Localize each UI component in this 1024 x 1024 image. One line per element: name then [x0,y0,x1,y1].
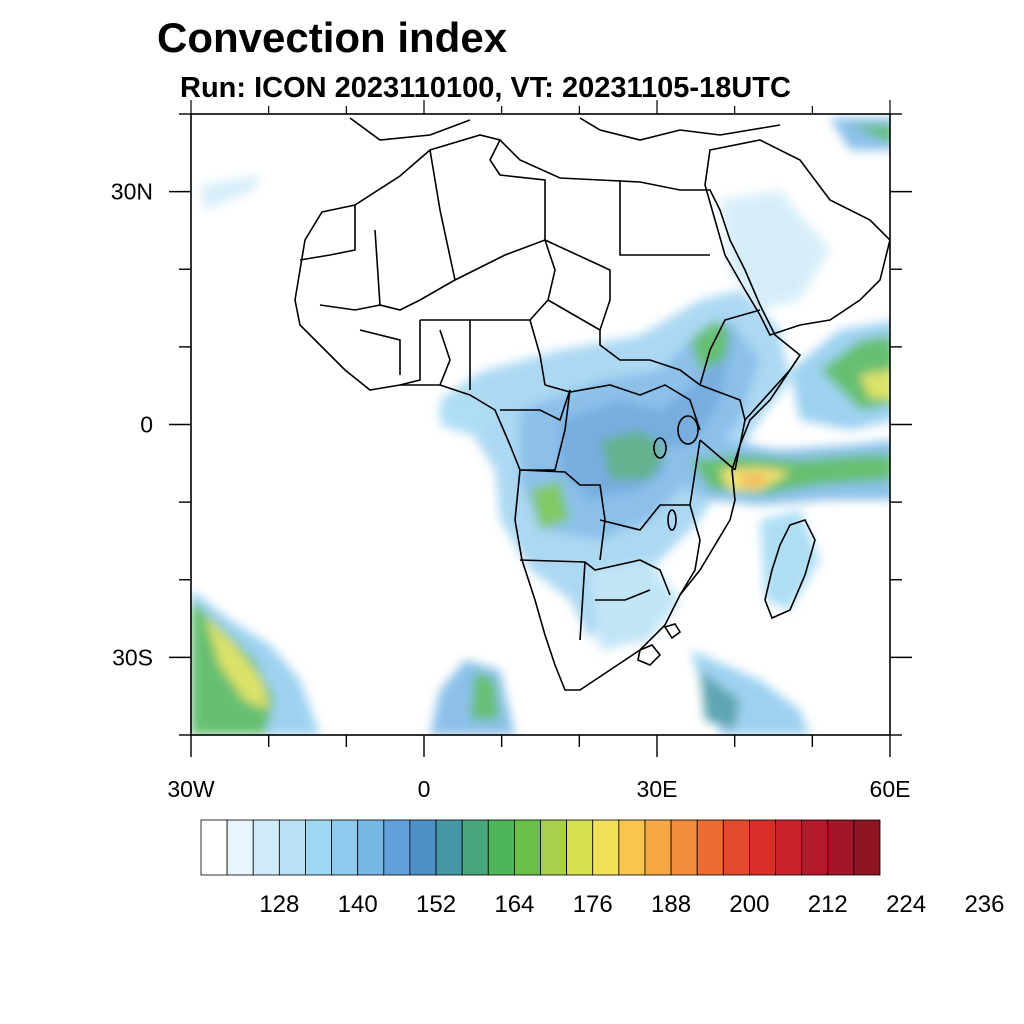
country-borders [294,117,890,691]
y-tick-label: 30S [112,644,153,670]
colorbar-label: 212 [808,891,848,918]
colorbar-label: 164 [494,891,534,918]
colorbar-label: 236 [964,891,1004,918]
colorbar-swatch [513,819,541,876]
colorbar: 128 140 152 164 176 188 200 212 224 236 [200,819,1004,918]
x-tick-label: 30E [637,776,678,802]
colorbar-swatch [226,819,254,876]
x-tick-label: 60E [870,776,911,802]
colorbar-swatch [305,819,332,876]
colorbar-swatch [670,819,698,876]
arabia-coastline [704,139,890,336]
colorbar-label: 152 [416,891,456,918]
colorbar-swatch [696,819,724,876]
colorbar-swatch [409,819,437,876]
colorbar-label: 176 [573,891,613,918]
colorbar-swatch [644,819,672,876]
colorbar-swatch [278,819,306,876]
madagascar-coastline [764,519,816,620]
colorbar-swatch [749,819,776,876]
x-tick-label: 30W [167,776,215,802]
colorbar-swatch [540,819,568,876]
colorbar-swatch [357,819,385,876]
colorbar-swatch [566,819,594,876]
colorbar-label: 188 [651,891,691,918]
colorbar-label: 224 [886,891,926,918]
colorbar-swatch [461,819,489,876]
colorbar-swatch [722,819,750,876]
chart-subtitle: Run: ICON 2023110100, VT: 20231105-18UTC [180,72,791,104]
axes: 30W 0 30E 60E 30N 0 30S [111,100,912,802]
colorbar-swatch [592,819,620,876]
colorbar-swatch [618,819,646,876]
colorbar-swatch [331,819,359,876]
colorbar-swatch [487,819,515,876]
colorbar-swatch [801,819,829,876]
convection-field [191,118,890,735]
colorbar-label: 200 [729,891,769,918]
y-tick-label: 0 [140,412,153,438]
colorbar-label: 140 [338,891,378,918]
colorbar-swatch [853,819,881,876]
colorbar-swatch [252,819,280,876]
y-tick-label: 30N [111,179,153,205]
colorbar-swatch [827,819,855,876]
colorbar-label: 128 [259,891,299,918]
colorbar-swatch [435,819,463,876]
colorbar-swatch [775,819,803,876]
chart-title: Convection index [157,14,508,61]
colorbar-swatch [383,819,411,876]
colorbar-swatch [200,819,228,876]
x-tick-label: 0 [418,776,431,802]
